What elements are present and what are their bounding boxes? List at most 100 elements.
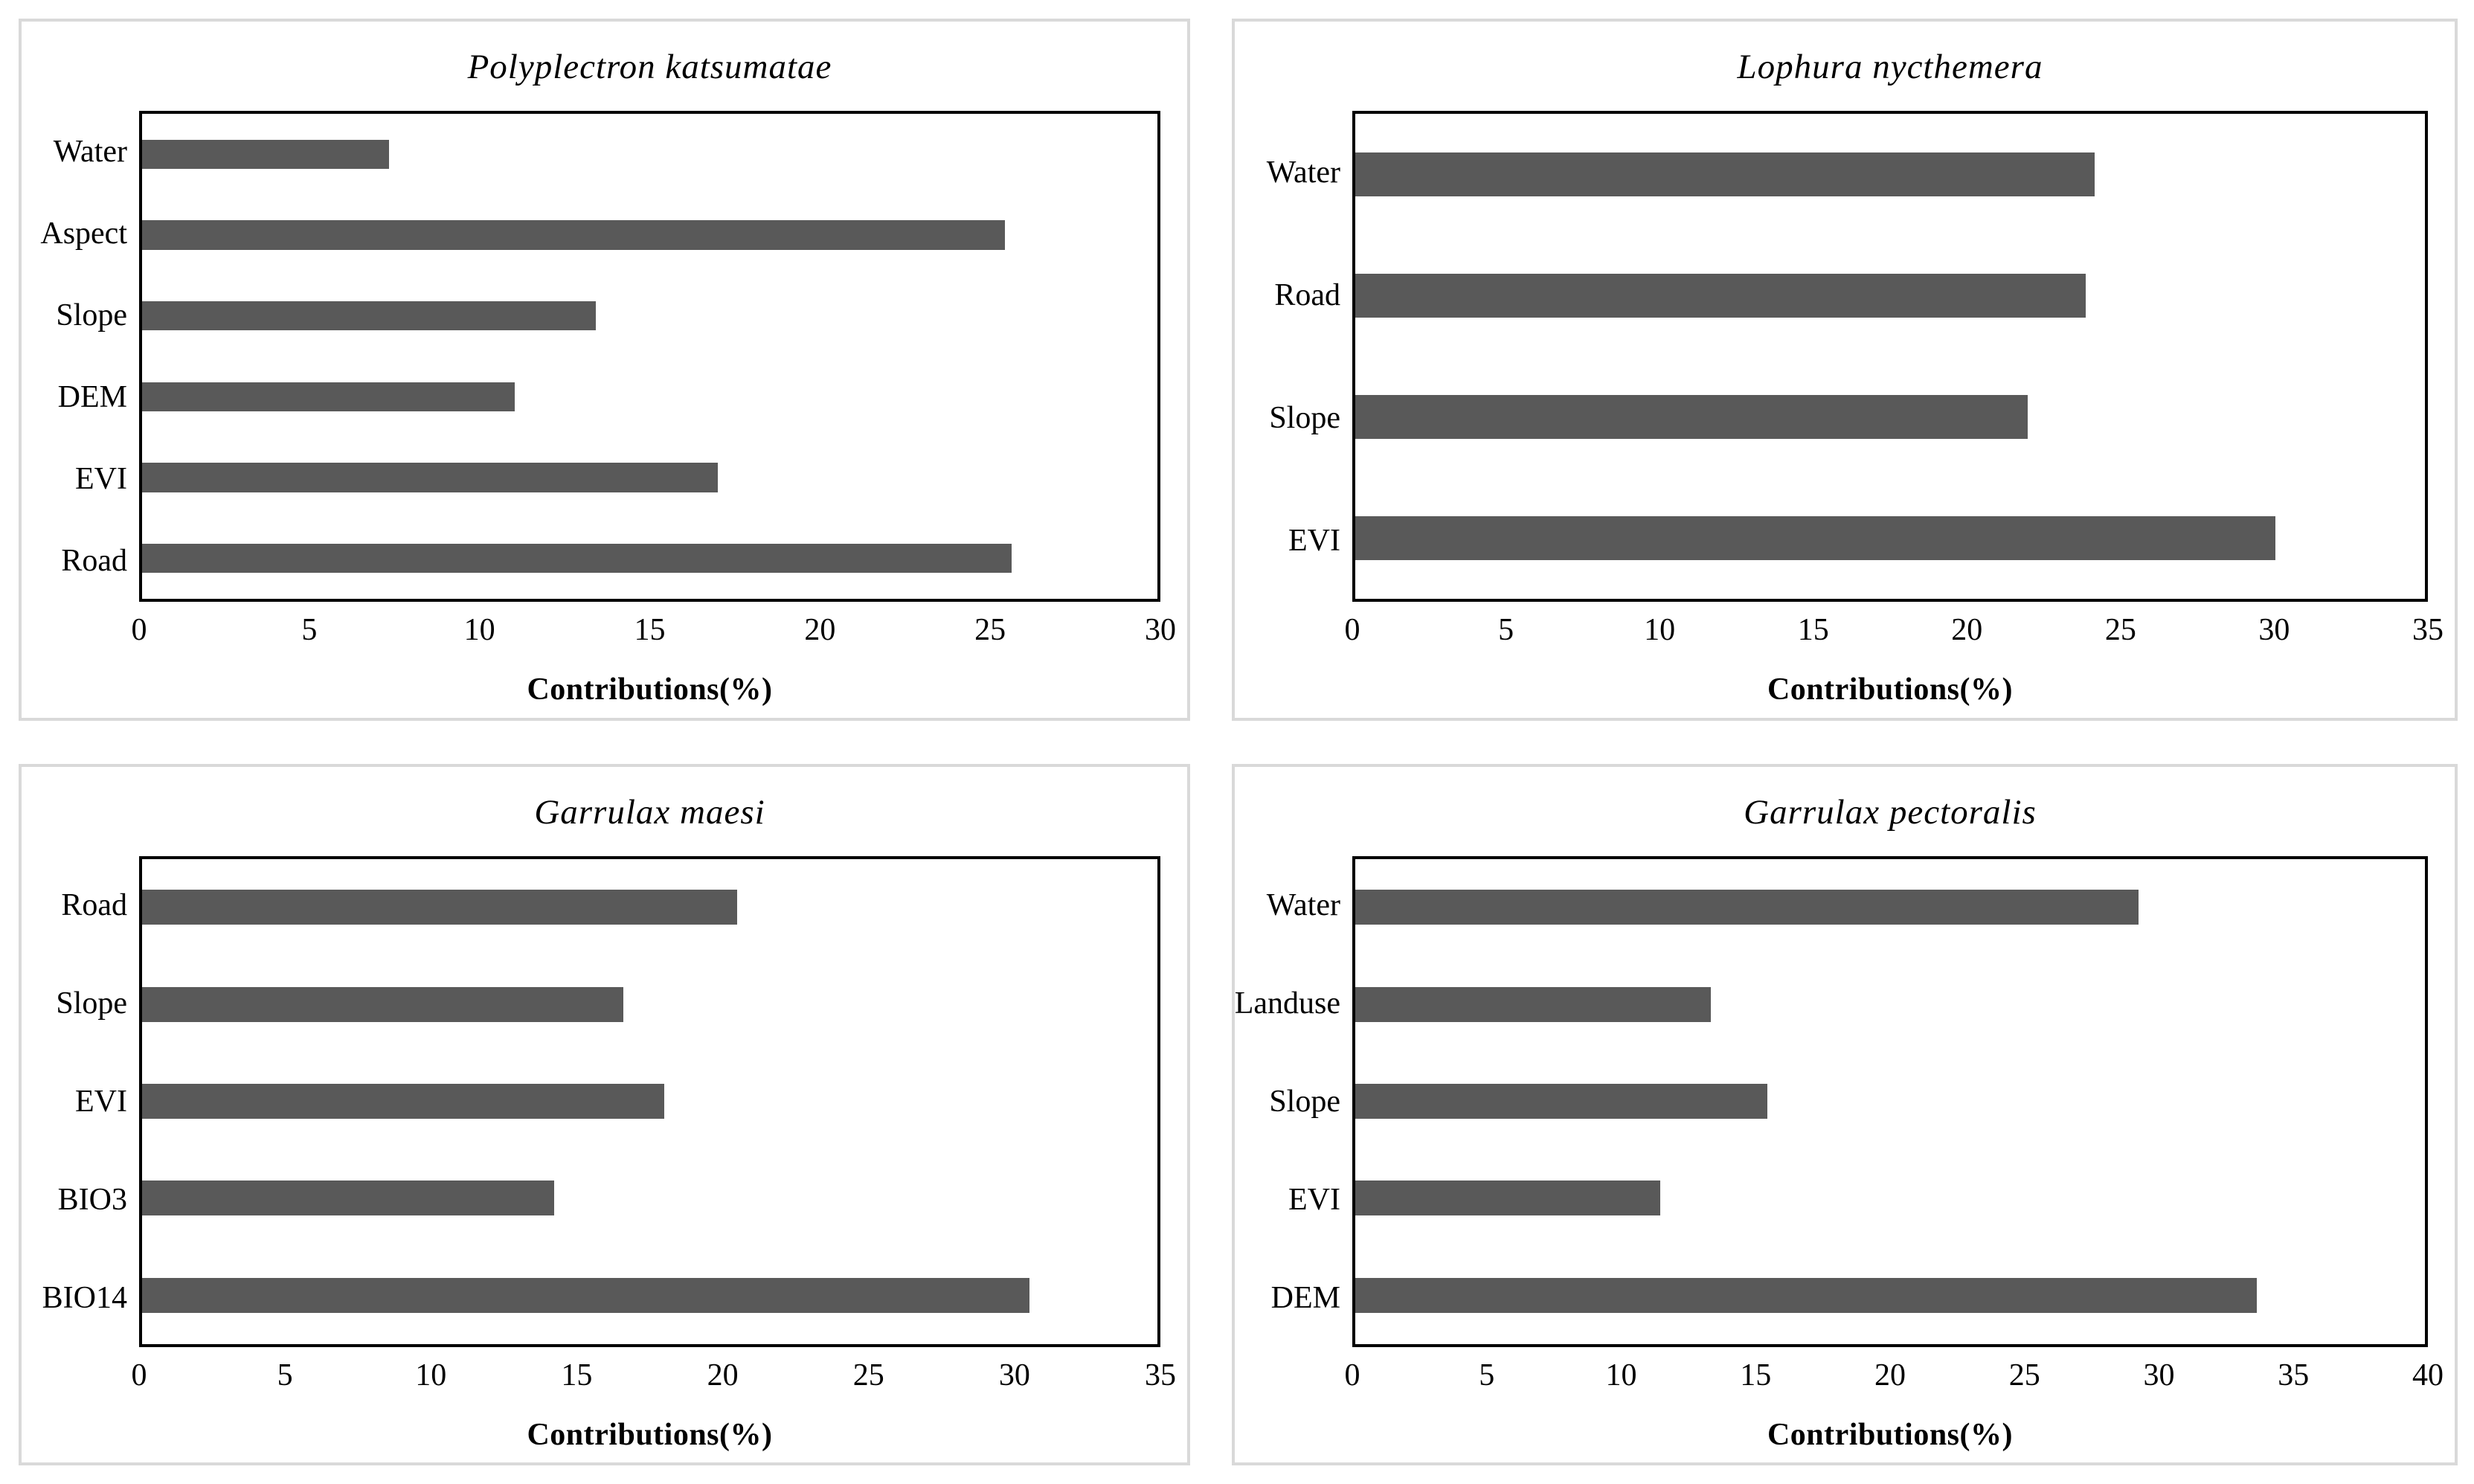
bar-row — [1355, 859, 2425, 956]
bar-row — [1355, 1150, 2425, 1247]
chart-panel-garrulax-pectoralis: Garrulax pectoralis Water Landuse Slope EVI… — [1232, 763, 2458, 1465]
category-axis: Water Aspect Slope DEM EVI Road — [22, 111, 139, 602]
x-tick-label: 15 — [1740, 1358, 1772, 1393]
category-label: Slope — [56, 298, 127, 333]
category-label-row: BIO3 — [22, 1151, 139, 1249]
x-tick-label: 20 — [804, 613, 836, 647]
bar-row — [142, 859, 1157, 956]
bar-water — [1355, 152, 2095, 196]
category-label: Water — [1266, 155, 1340, 190]
bar-chart: Water Landuse Slope EVI DEM 0 5 10 15 20 25 30 35 40 C… — [1235, 855, 2444, 1456]
x-axis-title: Contributions(%) — [527, 1417, 773, 1452]
chart-panel-polyplectron-katsumatae: Polyplectron katsumatae Water Aspect Slope… — [19, 19, 1190, 721]
bar-evi — [142, 1084, 664, 1119]
bar-road — [142, 544, 1012, 574]
category-label: Road — [61, 887, 127, 922]
category-label-row: Slope — [1235, 356, 1352, 479]
x-tick-label: 25 — [2008, 1358, 2040, 1393]
bar-row — [1355, 356, 2425, 478]
category-label: Water — [1266, 887, 1340, 922]
category-label-row: Aspect — [22, 193, 139, 274]
bar-water — [142, 139, 390, 169]
bar-dem — [142, 382, 515, 411]
category-label-row: Slope — [1235, 1053, 1352, 1151]
category-label-row: Slope — [22, 954, 139, 1053]
x-tick-label: 20 — [1951, 613, 1983, 647]
category-label-row: EVI — [22, 1053, 139, 1151]
category-label-row: Road — [1235, 234, 1352, 356]
x-tick-label: 10 — [463, 613, 495, 647]
x-tick-label: 5 — [1479, 1358, 1495, 1393]
x-tick-label: 15 — [1797, 613, 1829, 647]
category-label: EVI — [75, 462, 127, 496]
category-label: Slope — [56, 986, 127, 1021]
category-label: DEM — [1270, 1280, 1340, 1315]
bar-row — [142, 1053, 1157, 1149]
category-label: DEM — [57, 380, 127, 414]
x-axis-title: Contributions(%) — [527, 672, 773, 707]
bar-chart: Water Aspect Slope DEM EVI Road 0 5 10 15 20 25 30 Co… — [22, 111, 1177, 710]
category-label-row: EVI — [1235, 1151, 1352, 1249]
bar-row — [1355, 235, 2425, 356]
bar-slope — [142, 986, 624, 1022]
chart-title: Lophura nycthemera — [1737, 48, 2043, 86]
bar-row — [1355, 478, 2425, 599]
plot-column: 0 5 10 15 20 25 30 35 40 Contributions(%) — [1345, 855, 2444, 1456]
bar-chart: Water Road Slope EVI 0 5 10 15 20 25 30 35 Contribut… — [1235, 111, 2444, 710]
bar-landuse — [1355, 986, 1712, 1022]
x-axis-ticks: 0 5 10 15 20 25 30 — [132, 612, 1177, 670]
x-axis-title: Contributions(%) — [1767, 672, 2014, 707]
category-label-row: BIO14 — [22, 1249, 139, 1347]
chart-title: Garrulax maesi — [534, 792, 765, 832]
chart-title: Garrulax pectoralis — [1744, 792, 2037, 832]
bar-bio3 — [142, 1181, 554, 1216]
x-tick-label: 35 — [2278, 1358, 2310, 1393]
x-axis-title: Contributions(%) — [1767, 1417, 2014, 1452]
category-label-row: Road — [22, 856, 139, 954]
chart-panel-lophura-nycthemera: Lophura nycthemera Water Road Slope EVI 0 5 10… — [1232, 19, 2458, 721]
x-tick-label: 20 — [707, 1358, 739, 1393]
x-tick-label: 35 — [2412, 613, 2444, 647]
bar-row — [142, 956, 1157, 1053]
x-tick-label: 10 — [1644, 613, 1676, 647]
category-axis: Road Slope EVI BIO3 BIO14 — [22, 856, 139, 1347]
category-label: Aspect — [40, 216, 127, 251]
bar-evi — [1355, 516, 2275, 560]
category-label: Slope — [1269, 1084, 1340, 1119]
category-label-row: Landuse — [1235, 954, 1352, 1053]
bar-row — [142, 275, 1157, 356]
category-label-row: Road — [22, 520, 139, 602]
bar-row — [1355, 114, 2425, 235]
category-label: Road — [61, 544, 127, 578]
x-tick-label: 10 — [415, 1358, 447, 1393]
x-tick-label: 0 — [131, 1358, 147, 1393]
bar-aspect — [142, 220, 1006, 250]
x-tick-label: 40 — [2412, 1358, 2444, 1393]
category-axis: Water Road Slope EVI — [1235, 111, 1352, 602]
bar-evi — [1355, 1181, 1660, 1216]
bar-slope — [1355, 1084, 1767, 1119]
x-tick-label: 10 — [1605, 1358, 1637, 1393]
x-axis-ticks: 0 5 10 15 20 25 30 35 40 — [1345, 1358, 2444, 1416]
bar-water — [1355, 890, 2139, 925]
bar-road — [142, 890, 737, 925]
x-tick-label: 20 — [1874, 1358, 1906, 1393]
category-label-row: Slope — [22, 274, 139, 356]
bar-row — [142, 1247, 1157, 1343]
bar-row — [142, 437, 1157, 518]
bar-row — [142, 1150, 1157, 1247]
bar-road — [1355, 274, 2086, 318]
x-tick-label: 30 — [1145, 613, 1176, 647]
x-tick-label: 30 — [2143, 1358, 2175, 1393]
x-tick-label: 30 — [2258, 613, 2290, 647]
bar-row — [142, 356, 1157, 437]
category-label-row: DEM — [22, 356, 139, 438]
plot-area — [1352, 855, 2428, 1347]
bar-row — [142, 518, 1157, 599]
plot-area — [139, 855, 1160, 1347]
bar-chart: Road Slope EVI BIO3 BIO14 0 5 10 15 20 25 30 35 Contr… — [22, 855, 1176, 1456]
x-tick-label: 0 — [1344, 1358, 1360, 1393]
x-tick-label: 15 — [561, 1358, 593, 1393]
x-tick-label: 15 — [634, 613, 666, 647]
